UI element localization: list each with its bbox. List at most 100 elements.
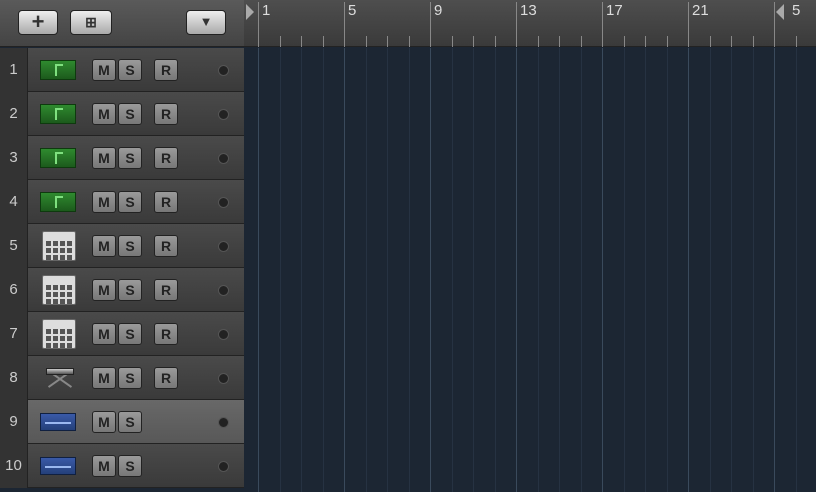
grid-line [408, 48, 410, 492]
grid-line [494, 48, 496, 492]
ruler-tick [666, 36, 668, 47]
track-mute-button[interactable]: M [92, 59, 116, 81]
add-folder-button[interactable]: ⊞ [70, 10, 112, 35]
track-solo-button[interactable]: S [118, 59, 142, 81]
track-record-button[interactable]: R [154, 367, 178, 389]
track-mute-button[interactable]: M [92, 191, 116, 213]
menu-button[interactable]: ▼ [186, 10, 226, 35]
grid-line [623, 48, 625, 492]
track-header: 10 M S [0, 444, 244, 488]
pad [60, 292, 65, 297]
audio-icon [40, 457, 76, 475]
pad [67, 255, 72, 260]
pad [53, 285, 58, 290]
track-mute-button[interactable]: M [92, 367, 116, 389]
track-record-button[interactable]: R [154, 59, 178, 81]
pad [53, 255, 58, 260]
track-solo-button[interactable]: S [118, 191, 142, 213]
track-record-button[interactable]: R [154, 235, 178, 257]
pad [46, 255, 51, 260]
note-glyph [55, 196, 63, 208]
track-solo-button[interactable]: S [118, 411, 142, 433]
grid-line [795, 48, 797, 492]
pad [46, 285, 51, 290]
track-solo-button[interactable]: S [118, 235, 142, 257]
track-mute-button[interactable]: M [92, 455, 116, 477]
ruler-tick [408, 36, 410, 47]
track-number: 2 [0, 92, 28, 136]
ruler-tick [537, 36, 539, 47]
track-mute-button[interactable]: M [92, 279, 116, 301]
pad [60, 336, 65, 341]
ruler-tick [516, 2, 517, 47]
track-mute-button[interactable]: M [92, 323, 116, 345]
keyboard-body [46, 368, 74, 375]
pad [46, 343, 51, 348]
track-mute-button[interactable]: M [92, 235, 116, 257]
track-record-button[interactable]: R [154, 323, 178, 345]
track-indicator [218, 153, 229, 164]
ruler-tick [430, 2, 431, 47]
track-mute-button[interactable]: M [92, 103, 116, 125]
grid-line [688, 48, 689, 492]
track-record-button[interactable]: R [154, 279, 178, 301]
track-header-toolbar: + ⊞ ▼ [0, 0, 244, 47]
waveform [45, 466, 71, 468]
ruler-tick [623, 36, 625, 47]
ruler-tick [752, 36, 754, 47]
track-mute-button[interactable]: M [92, 147, 116, 169]
pad [60, 255, 65, 260]
track-number: 3 [0, 136, 28, 180]
ruler-tick [731, 36, 732, 47]
ruler-tick [580, 36, 582, 47]
pad [53, 248, 58, 253]
track-record-button[interactable]: R [154, 147, 178, 169]
ruler-tick [774, 2, 775, 47]
track-solo-button[interactable]: S [118, 323, 142, 345]
track-solo-button[interactable]: S [118, 367, 142, 389]
ruler-label: 1 [262, 2, 271, 19]
grid-line [516, 48, 517, 492]
ruler-label: 5 [792, 2, 801, 19]
pad [46, 248, 51, 253]
track-solo-button[interactable]: S [118, 103, 142, 125]
keyboard-icon [44, 362, 76, 394]
grid-line [301, 48, 302, 492]
track-record-button[interactable]: R [154, 103, 178, 125]
ruler-label: 9 [434, 2, 443, 19]
track-solo-button[interactable]: S [118, 455, 142, 477]
ruler-label: 13 [520, 2, 537, 19]
instrument-icon [40, 60, 76, 80]
ruler-tick [602, 2, 603, 47]
ruler-label: 21 [692, 2, 709, 19]
grid-line [559, 48, 560, 492]
track-solo-button[interactable]: S [118, 147, 142, 169]
track-mute-button[interactable]: M [92, 411, 116, 433]
grid-line [731, 48, 732, 492]
track-number: 1 [0, 48, 28, 92]
cycle-end-marker [776, 4, 784, 20]
grid-line [602, 48, 603, 492]
track-indicator [218, 109, 229, 120]
note-glyph [55, 64, 63, 76]
pad [53, 329, 58, 334]
pad [46, 336, 51, 341]
track-solo-button[interactable]: S [118, 279, 142, 301]
add-track-button[interactable]: + [18, 10, 58, 35]
grid-line [473, 48, 474, 492]
track-record-button[interactable]: R [154, 191, 178, 213]
pad [46, 299, 51, 304]
pad [53, 292, 58, 297]
track-number: 7 [0, 312, 28, 356]
pad [53, 343, 58, 348]
ruler-tick [258, 2, 259, 47]
note-glyph [55, 108, 63, 120]
track-number: 10 [0, 444, 28, 488]
track-indicator [218, 461, 229, 472]
